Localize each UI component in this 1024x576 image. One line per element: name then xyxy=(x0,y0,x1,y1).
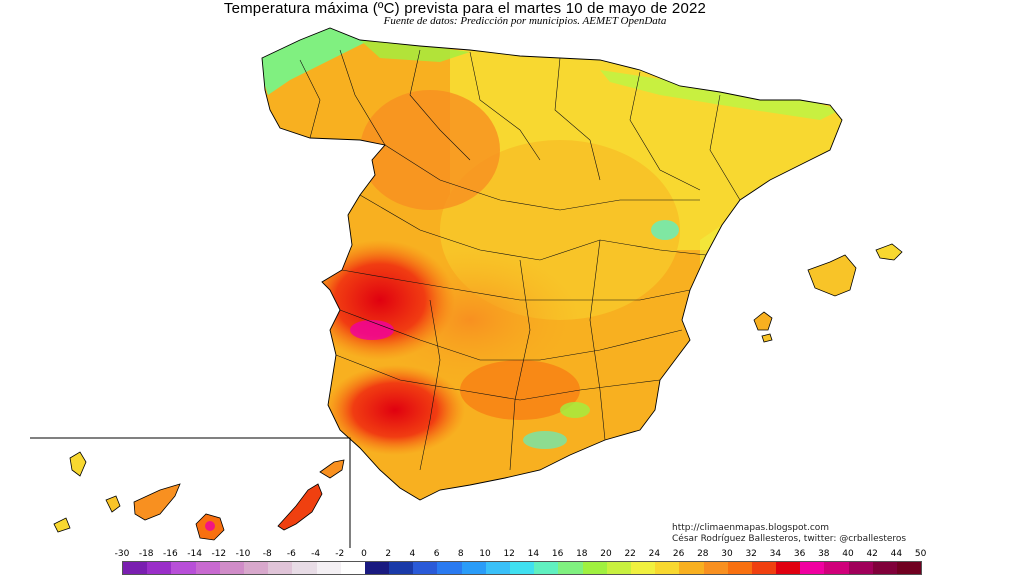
legend-swatch xyxy=(123,562,148,574)
legend-swatch xyxy=(582,562,607,574)
legend-label: 6 xyxy=(433,549,440,559)
legend-label: 32 xyxy=(745,549,757,559)
legend-label: -18 xyxy=(138,549,154,559)
legend-swatch xyxy=(268,562,293,574)
legend-labels: -30 -18 -16 -14 -12 -10 -8 -6 -4 -2 0 2 4 6 8 10 12 14 16 1… xyxy=(0,549,1024,561)
credits-url: http://climaenmapas.blogspot.com xyxy=(672,523,830,533)
legend-label: 50 xyxy=(914,549,927,559)
legend-label: 34 xyxy=(769,549,782,559)
legend-swatch xyxy=(848,562,873,574)
legend-label: 0 xyxy=(361,549,367,559)
legend-swatch xyxy=(243,562,269,574)
legend-swatch xyxy=(679,562,704,574)
legend-label: -10 xyxy=(235,549,251,559)
legend-swatch xyxy=(872,562,897,574)
legend-label: -8 xyxy=(262,549,272,559)
legend-swatch xyxy=(340,562,365,574)
legend-label: 4 xyxy=(409,549,416,559)
legend-label: 22 xyxy=(624,549,636,559)
legend-label: 26 xyxy=(672,549,685,559)
legend-label: 2 xyxy=(385,549,392,559)
legend-swatch xyxy=(606,562,631,574)
credits: http://climaenmapas.blogspot.com César R… xyxy=(672,523,906,545)
legend-swatch xyxy=(510,562,535,574)
legend-swatch xyxy=(558,562,583,574)
legend-swatch xyxy=(485,562,510,574)
canary-islands-inset xyxy=(30,437,351,548)
legend-swatch xyxy=(534,562,559,574)
legend-label: -12 xyxy=(211,549,227,559)
map-subtitle: Fuente de datos: Predicción por municipi… xyxy=(383,15,667,27)
legend-swatch xyxy=(800,562,825,574)
iberian-peninsula xyxy=(261,27,843,501)
legend-label: 24 xyxy=(648,549,661,559)
credits-author: César Rodríguez Ballesteros, twitter: @c… xyxy=(672,534,907,544)
legend-swatch xyxy=(316,562,341,574)
legend-label: 28 xyxy=(697,549,709,559)
legend-label: 10 xyxy=(479,549,491,559)
legend-swatch xyxy=(461,562,486,574)
legend-swatch xyxy=(437,562,462,574)
legend-swatch xyxy=(364,562,390,574)
legend-label: 40 xyxy=(842,549,854,559)
legend-label: -14 xyxy=(187,549,202,559)
legend-swatch xyxy=(413,562,438,574)
legend-swatch xyxy=(389,562,414,574)
balearic-islands xyxy=(753,243,903,343)
legend-label: 14 xyxy=(527,549,540,559)
legend-label: 20 xyxy=(600,549,612,559)
legend-label: 36 xyxy=(793,549,806,559)
legend-label: 16 xyxy=(551,549,564,559)
legend-swatch xyxy=(292,562,317,574)
legend-swatch xyxy=(824,562,849,574)
legend-swatch xyxy=(147,562,172,574)
legend-label: 44 xyxy=(890,549,903,559)
legend-label: 42 xyxy=(866,549,878,559)
legend-swatch xyxy=(897,562,922,574)
legend-swatch xyxy=(171,562,196,574)
legend-label: -6 xyxy=(286,549,296,559)
legend-swatch xyxy=(219,562,244,574)
legend-swatch xyxy=(655,562,680,574)
legend-label: 12 xyxy=(503,549,515,559)
legend-swatch xyxy=(776,562,801,574)
legend-swatch xyxy=(751,562,777,574)
legend-swatch xyxy=(703,562,728,574)
legend-swatch xyxy=(727,562,752,574)
legend-swatch xyxy=(630,562,656,574)
legend-swatch xyxy=(195,562,220,574)
legend-label: -2 xyxy=(335,549,345,559)
legend-label: 38 xyxy=(818,549,830,559)
temperature-legend-bar xyxy=(122,561,923,575)
legend-label: 18 xyxy=(576,549,588,559)
legend-label: -4 xyxy=(311,549,321,559)
legend-label: -30 xyxy=(114,549,130,559)
legend-label: -16 xyxy=(163,549,178,559)
legend-label: 30 xyxy=(721,549,733,559)
legend-label: 8 xyxy=(457,549,464,559)
map-title: Temperatura máxima (ºC) prevista para el… xyxy=(223,0,707,17)
